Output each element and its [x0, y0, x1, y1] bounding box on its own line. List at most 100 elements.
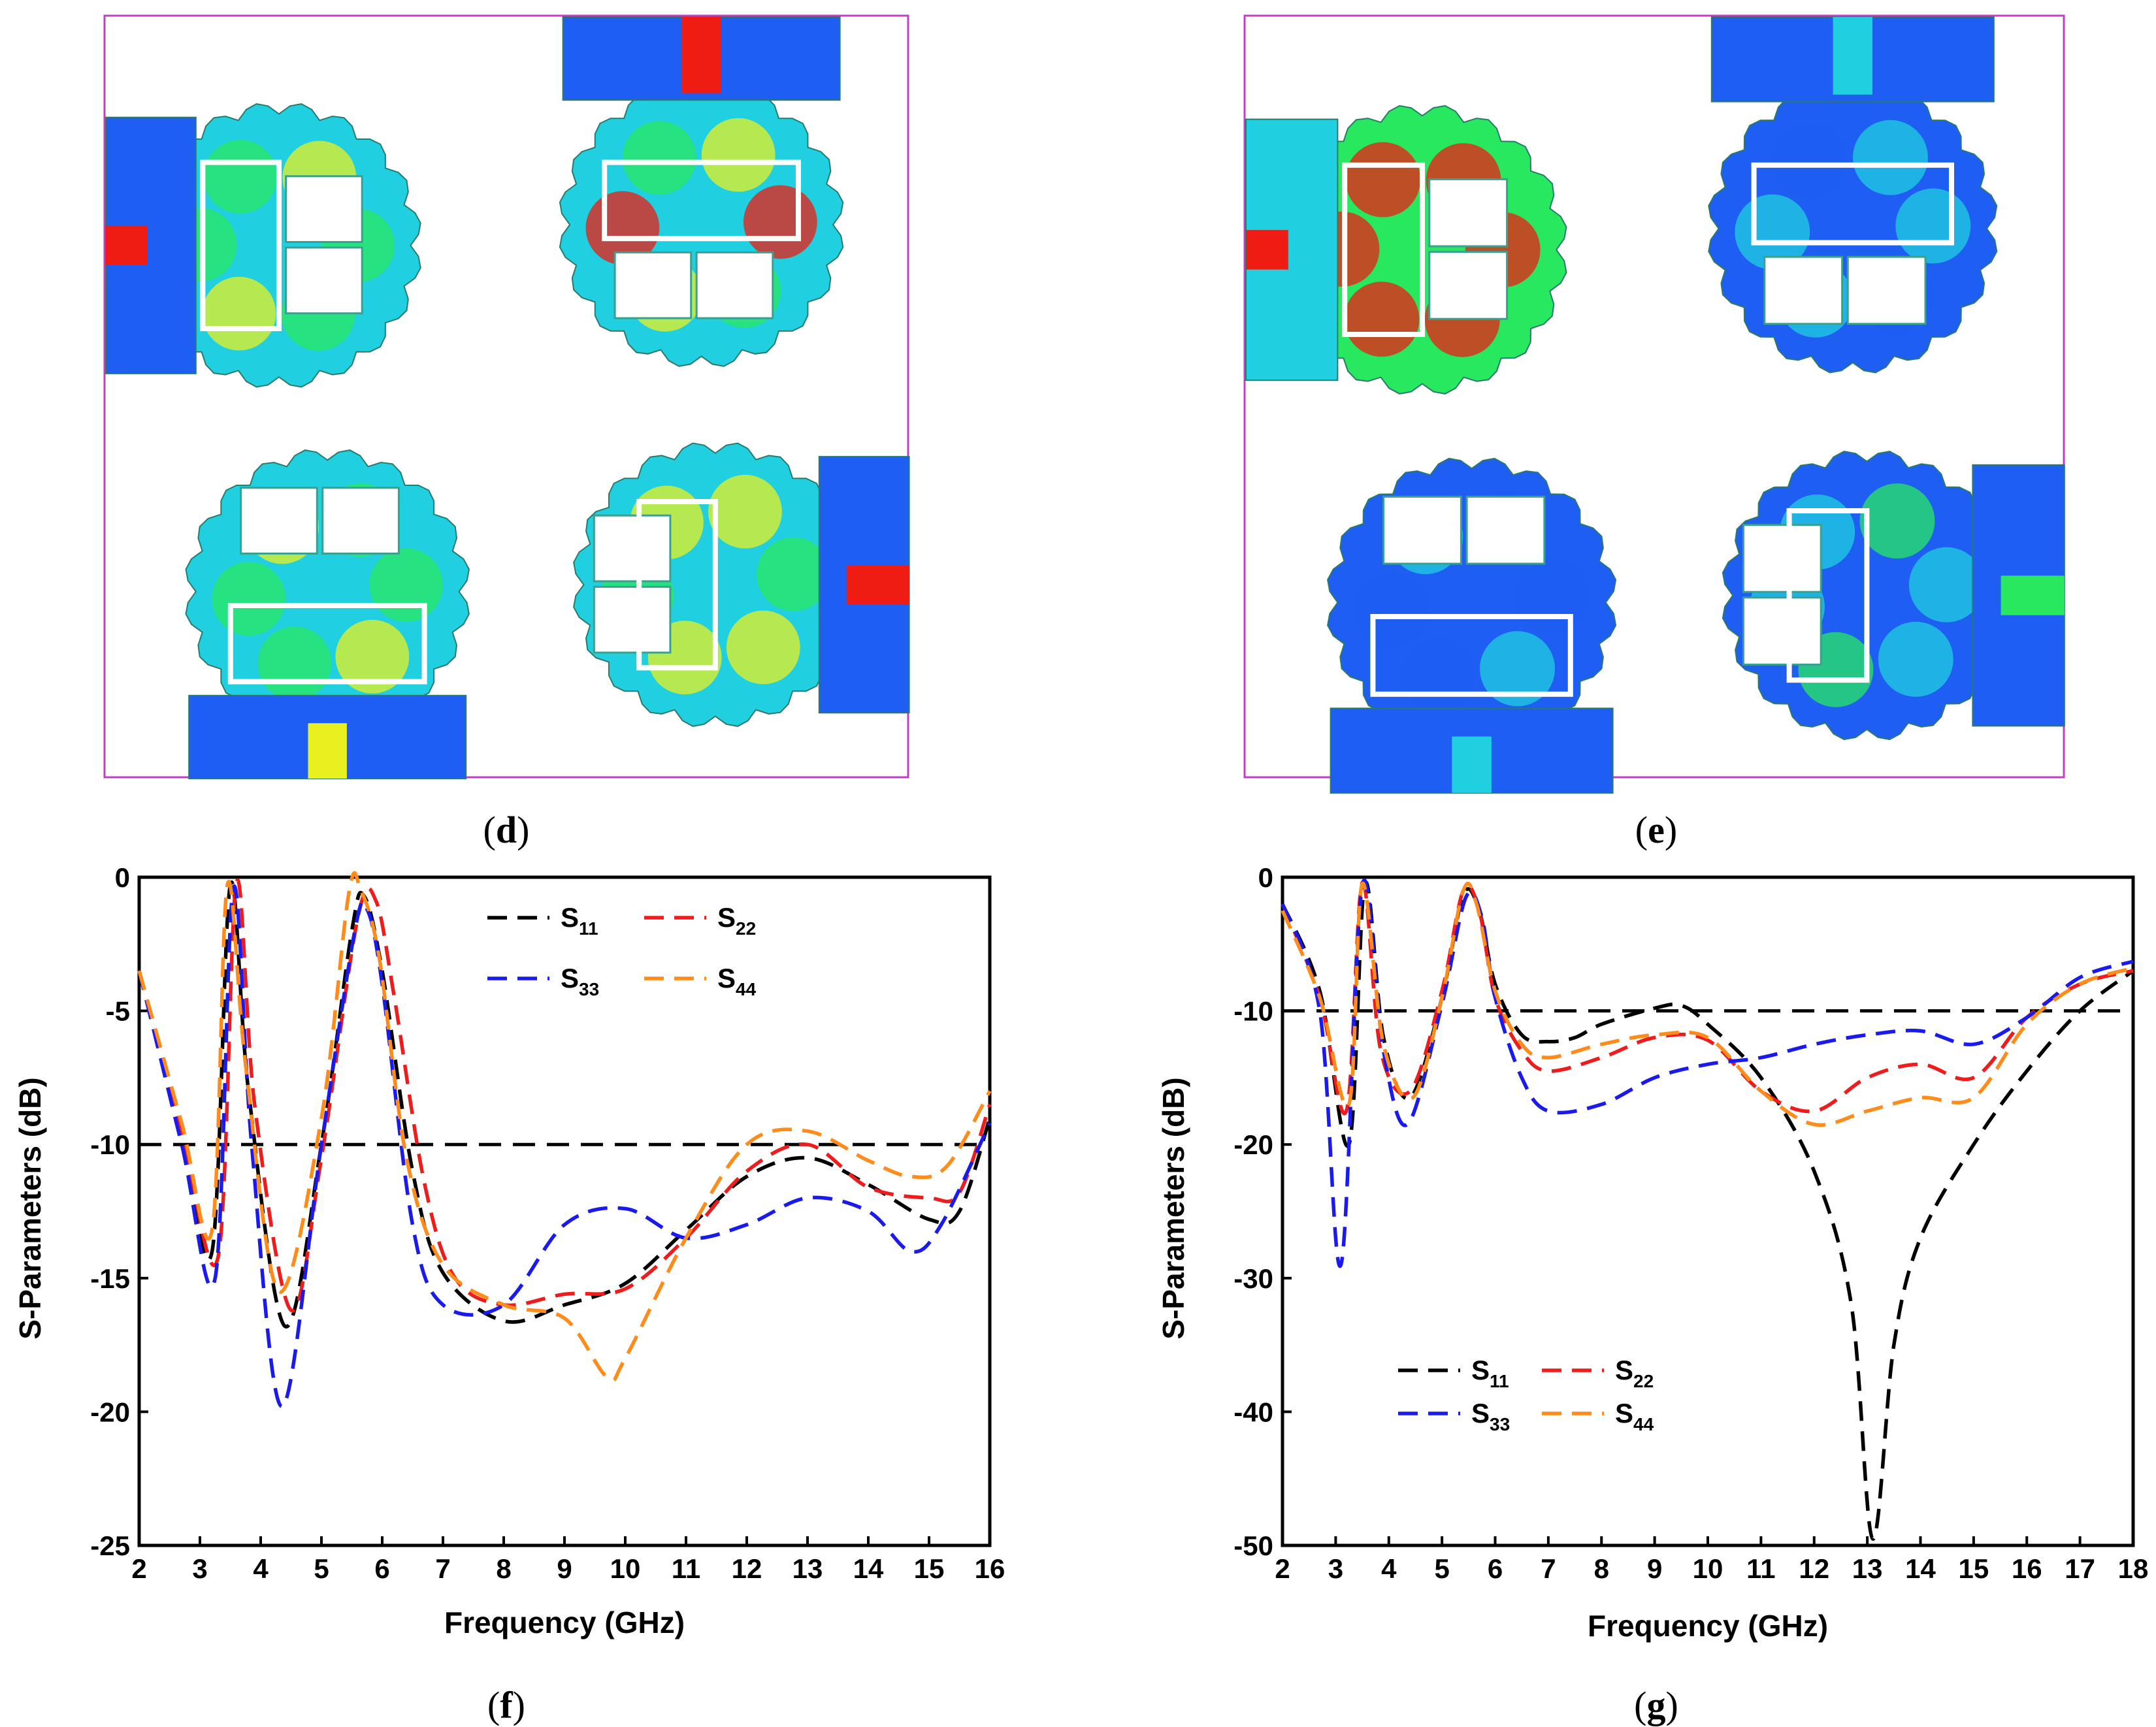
y-tick-label: -15: [90, 1263, 130, 1294]
legend-label-s33: S33: [561, 963, 599, 999]
current-hotspot: [335, 619, 410, 694]
series-line-s11: [1281, 880, 2134, 1541]
series-line-s33: [137, 884, 992, 1408]
legend-label-s22: S22: [717, 902, 756, 939]
resonator-slot: [636, 499, 718, 671]
x-tick-label: 12: [1799, 1553, 1829, 1584]
chart-f-ylabel: S-Parameters (dB): [13, 1077, 47, 1339]
legend-label-s22: S22: [1615, 1355, 1654, 1391]
x-tick-label: 6: [1488, 1553, 1503, 1584]
x-tick-label: 13: [1852, 1553, 1883, 1584]
y-tick-label: -40: [1233, 1396, 1273, 1427]
x-tick-label: 15: [914, 1553, 945, 1584]
current-hotspot: [1895, 188, 1971, 264]
feed-line: [106, 226, 148, 265]
slot: [1763, 255, 1844, 325]
slot: [1382, 495, 1462, 565]
resonator-slot: [1786, 508, 1870, 683]
series-line-s22: [137, 878, 992, 1313]
current-hotspot: [708, 474, 782, 549]
x-tick-label: 6: [374, 1553, 389, 1584]
x-tick-label: 7: [1541, 1553, 1556, 1584]
feed-line: [1833, 17, 1873, 95]
current-hotspot: [1859, 483, 1935, 559]
y-tick-label: 0: [115, 862, 130, 893]
slot: [1742, 596, 1822, 666]
series-line-s44: [1281, 881, 2134, 1127]
legend-label-s33: S33: [1471, 1398, 1510, 1434]
x-tick-label: 3: [192, 1553, 207, 1584]
x-tick-label: 11: [1746, 1553, 1775, 1584]
current-hotspot: [1480, 631, 1555, 707]
x-tick-label: 13: [792, 1553, 823, 1584]
x-tick-label: 8: [1594, 1553, 1609, 1584]
slot: [1428, 251, 1509, 320]
current-hotspot: [1878, 621, 1953, 697]
slot: [285, 246, 363, 315]
current-hotspot: [212, 562, 286, 636]
x-tick-label: 15: [1959, 1553, 1989, 1584]
y-tick-label: -30: [1233, 1263, 1273, 1294]
y-tick-label: -10: [90, 1129, 130, 1160]
resonator-slot: [1342, 162, 1425, 338]
current-hotspot: [1853, 120, 1928, 195]
x-tick-label: 14: [1905, 1553, 1936, 1584]
slot: [613, 251, 693, 319]
feed-line: [847, 565, 909, 604]
x-tick-label: 16: [2012, 1553, 2042, 1584]
slot: [1846, 255, 1927, 325]
x-tick-label: 18: [2118, 1553, 2149, 1584]
series-line-s44: [137, 871, 992, 1382]
slot: [1465, 495, 1546, 565]
legend-label-s11: S11: [561, 902, 598, 939]
x-tick-label: 9: [557, 1553, 572, 1584]
x-tick-label: 4: [1381, 1553, 1397, 1584]
legend-label-s44: S44: [717, 963, 757, 999]
current-hotspot: [757, 537, 830, 611]
plot-frame: [1281, 875, 2135, 1547]
chart-g-xlabel: Frequency (GHz): [1588, 1609, 1828, 1643]
chart-g-ylabel: S-Parameters (dB): [1156, 1077, 1190, 1339]
y-tick-label: -5: [106, 996, 130, 1027]
chart-f-plot: 2 3 4 5 6 7 8 9 10 11 12 13 14 15 16 0 -5 -10 -15 -20 -25 S11…: [90, 862, 1005, 1584]
current-hotspot: [726, 610, 800, 685]
current-hotspot: [1344, 282, 1420, 357]
chart-g-plot: 2 3 4 5 6 7 8 9 10 11 12 13 14 15 16 17 18 0 -10 -20 -30 -40 -…: [1233, 862, 2148, 1584]
x-tick-label: 4: [253, 1553, 269, 1584]
slot: [593, 514, 672, 583]
resonator-slot: [602, 159, 801, 242]
slot: [593, 585, 672, 654]
current-hotspot: [1772, 123, 1848, 199]
resonator-slot: [1751, 162, 1955, 246]
chart-f-xlabel: Frequency (GHz): [444, 1606, 685, 1639]
y-tick-label: -50: [1233, 1530, 1273, 1561]
current-hotspot: [1345, 142, 1421, 218]
panel-label-f: (f): [487, 1684, 525, 1726]
current-hotspot: [743, 185, 817, 259]
slot: [285, 175, 363, 243]
legend-label-s44: S44: [1615, 1398, 1654, 1434]
current-hotspot: [1400, 638, 1476, 713]
feed-line: [1452, 736, 1492, 793]
current-hotspot: [203, 140, 278, 214]
current-hotspot: [369, 548, 444, 622]
current-hotspot: [1354, 572, 1429, 648]
slot: [1428, 178, 1509, 248]
resonator-slot: [227, 603, 427, 685]
current-hotspot: [701, 118, 776, 192]
slot: [321, 487, 400, 555]
current-hotspot: [622, 121, 696, 195]
fieldmap-e: [1243, 14, 2065, 794]
x-tick-label: 10: [1693, 1553, 1723, 1584]
ground-plane: [1330, 707, 1614, 794]
x-tick-label: 16: [975, 1553, 1005, 1584]
current-hotspot: [202, 276, 276, 351]
x-tick-label: 11: [672, 1553, 700, 1584]
slot: [695, 251, 774, 319]
current-hotspot: [257, 626, 332, 701]
legend-label-s11: S11: [1471, 1355, 1509, 1391]
series-line-s22: [1281, 880, 2134, 1116]
chart-f: 2 3 4 5 6 7 8 9 10 11 12 13 14 15 16 0 -5 -10 -15 -20 -25 S11…: [13, 862, 1005, 1639]
y-tick-label: -20: [1233, 1129, 1273, 1160]
